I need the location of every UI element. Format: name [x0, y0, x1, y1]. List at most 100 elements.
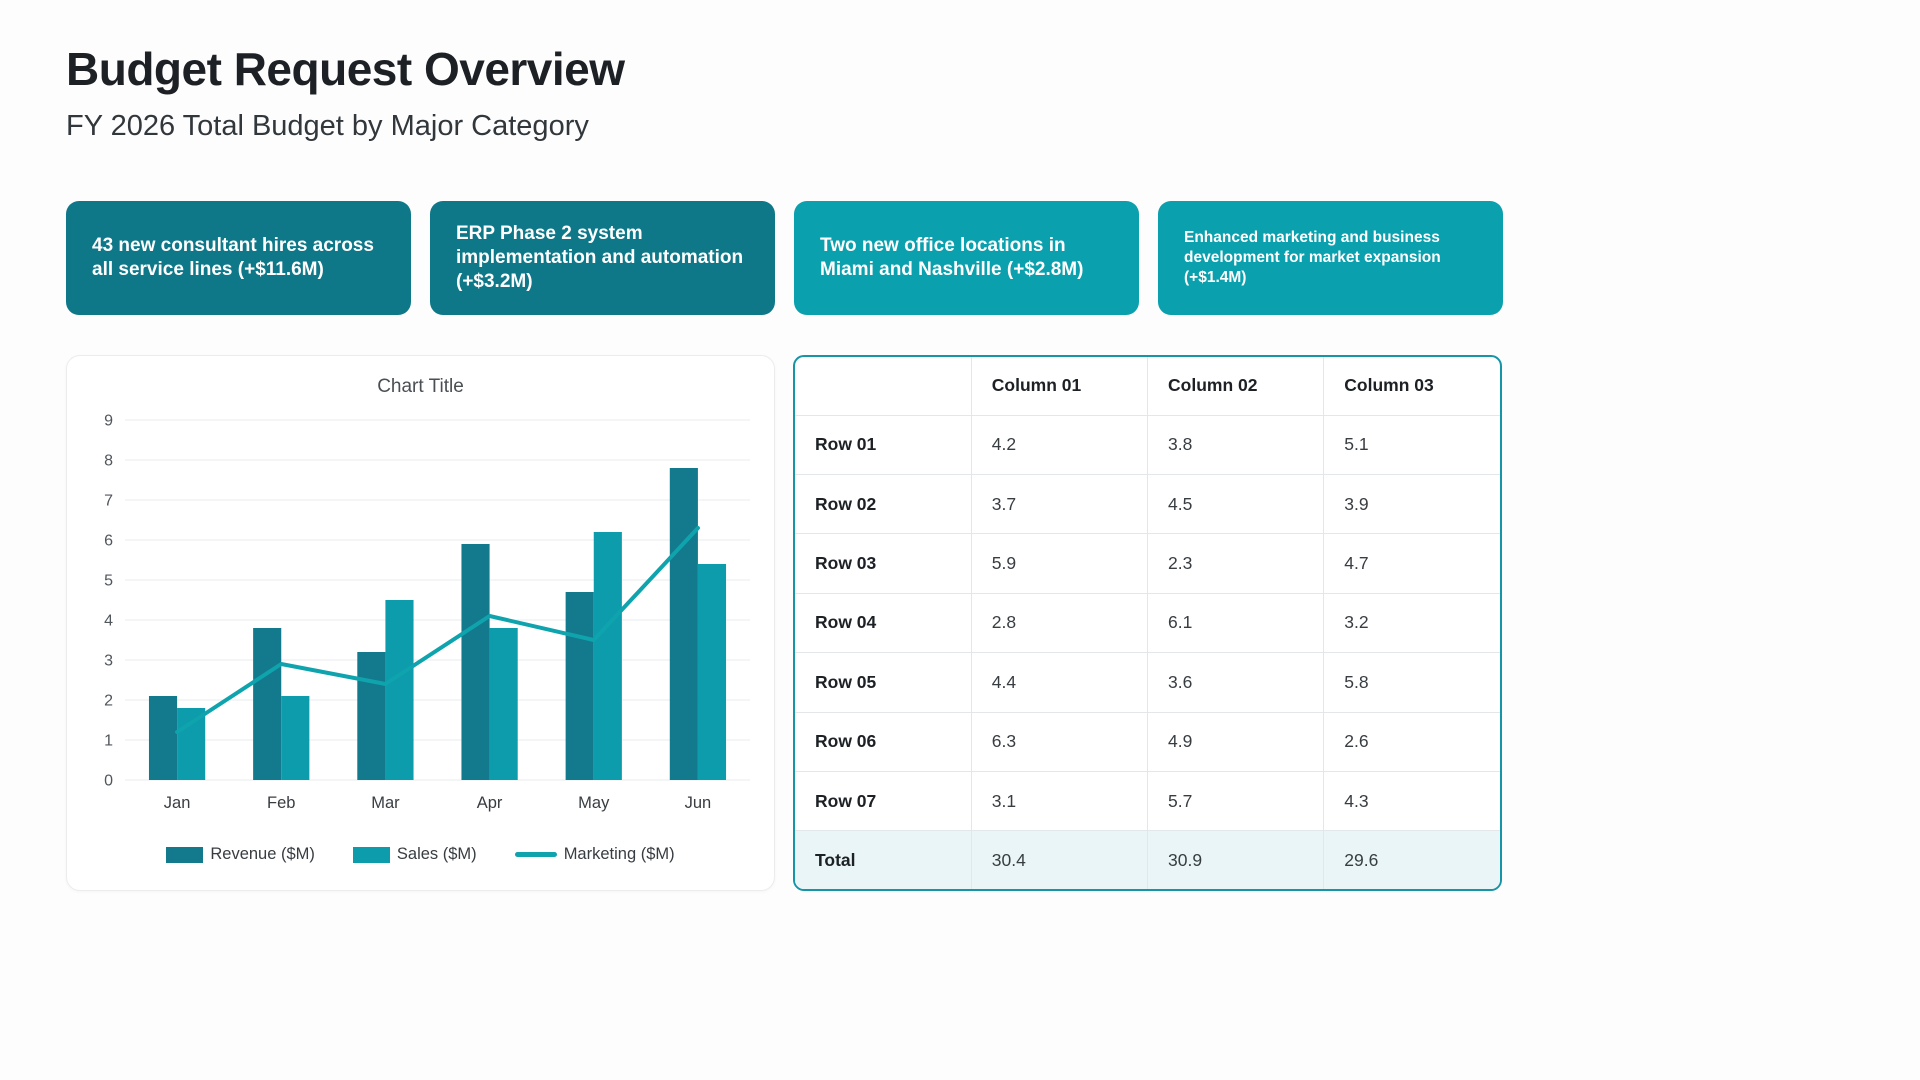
- table-cell: 3.1: [970, 771, 1148, 831]
- row-label: Row 03: [815, 553, 877, 574]
- line-marketing-m-: [175, 526, 700, 734]
- chart-title: Chart Title: [377, 376, 464, 397]
- data-table-card: Column 01 Column 02 Column 03 Row 01 4.2 3.8…: [793, 355, 1502, 891]
- table-cell: 6.1: [1146, 593, 1324, 653]
- row-label: Row 02: [815, 493, 877, 514]
- bar-sales-m-: [177, 708, 206, 780]
- bar-sales-m-: [697, 564, 727, 780]
- bar-sales-m-: [385, 600, 414, 780]
- table-cell: 5.7: [1146, 771, 1324, 831]
- highlight-card-text: Enhanced marketing and business developm…: [1184, 228, 1441, 287]
- table-cell: 2.3: [1146, 533, 1324, 594]
- bar-revenue-m-: [148, 696, 178, 780]
- table-cell: 4.5: [1146, 474, 1324, 534]
- column-header: Column 02: [1146, 357, 1324, 416]
- y-axis-tick-label: 0: [104, 773, 113, 790]
- table-row: Row 01 4.2 3.8 5.1: [795, 415, 1500, 475]
- highlight-card-office-locations: Two new office locations in Miami and Na…: [794, 201, 1139, 315]
- table-cell: 30.4: [970, 830, 1148, 889]
- x-axis-tick-label: Apr: [477, 794, 503, 812]
- x-axis-tick-label: Feb: [267, 794, 295, 812]
- table-row: Row 04 2.8 6.1 3.2: [795, 593, 1500, 653]
- row-label: Row 07: [815, 790, 877, 811]
- highlight-card-text: 43 new consultant hires across all servi…: [92, 234, 374, 280]
- column-header: Column 01: [970, 357, 1148, 416]
- data-table: Column 01 Column 02 Column 03 Row 01 4.2 3.8…: [795, 357, 1500, 889]
- bar-sales-m-: [489, 628, 518, 780]
- legend-line-swatch: [514, 852, 557, 857]
- legend-item: Marketing ($M): [514, 845, 675, 864]
- bar-revenue-m-: [253, 628, 282, 780]
- table-cell: 3.6: [1146, 652, 1324, 713]
- bar-sales-m-: [593, 532, 622, 780]
- table-head: Column 01 Column 02 Column 03: [795, 357, 1500, 416]
- legend-label: Sales ($M): [396, 845, 477, 863]
- table-cell: 5.1: [1323, 415, 1500, 475]
- page-title: Budget Request Overview: [66, 43, 625, 95]
- table-cell: 3.7: [970, 474, 1148, 534]
- y-axis-tick-label: 5: [104, 573, 113, 590]
- row-label: Row 05: [815, 671, 877, 692]
- table-row: Row 06 6.3 4.9 2.6: [795, 712, 1500, 772]
- table-cell: 29.6: [1323, 830, 1500, 889]
- highlight-cards-row: 43 new consultant hires across all servi…: [66, 201, 1854, 315]
- page-header: Budget Request Overview FY 2026 Total Bu…: [66, 42, 1854, 143]
- highlight-card-text: Two new office locations in Miami and Na…: [820, 234, 1084, 280]
- table-cell: 3.2: [1323, 593, 1500, 653]
- table-row: Row 03 5.9 2.3 4.7: [795, 533, 1500, 594]
- table-cell: 4.2: [970, 415, 1148, 475]
- highlight-card-marketing-expansion: Enhanced marketing and business developm…: [1158, 201, 1503, 315]
- page: Budget Request Overview FY 2026 Total Bu…: [66, 42, 1854, 891]
- column-header: [795, 357, 972, 416]
- table-cell: 4.4: [970, 652, 1148, 713]
- table-cell: 2.8: [970, 593, 1148, 653]
- bar-revenue-m-: [669, 468, 698, 780]
- row-label: Row 04: [815, 612, 877, 633]
- table-cell: 4.9: [1146, 712, 1324, 772]
- table-total-row: Total 30.4 30.9 29.6: [795, 830, 1500, 889]
- y-axis-tick-label: 6: [104, 533, 113, 550]
- legend-item: Sales ($M): [352, 845, 477, 864]
- table-cell: 5.9: [970, 533, 1148, 594]
- table-row: Row 05 4.4 3.6 5.8: [795, 652, 1500, 713]
- chart-card: Chart Title 0 1 2 3 4 5 6 7 8 9 Jan Feb Mar Apr May Jun…: [66, 355, 775, 891]
- table-cell: 3.9: [1323, 474, 1500, 534]
- highlight-card-consultant-hires: 43 new consultant hires across all servi…: [66, 201, 411, 315]
- chart-canvas: 0 1 2 3 4 5 6 7 8 9 Jan Feb Mar Apr May Jun: [104, 413, 750, 812]
- y-axis-tick-label: 1: [104, 733, 113, 750]
- x-axis-tick-label: Mar: [371, 794, 400, 812]
- row-label: Total: [815, 849, 856, 870]
- table-cell: 30.9: [1146, 830, 1324, 889]
- y-axis-tick-label: 7: [104, 493, 113, 510]
- x-axis-tick-label: Jan: [164, 794, 191, 812]
- row-label: Row 06: [815, 731, 877, 752]
- y-axis-tick-label: 2: [104, 693, 113, 710]
- highlight-card-text: ERP Phase 2 system implementation and au…: [456, 222, 744, 293]
- y-axis-tick-label: 8: [104, 453, 113, 470]
- content-row: Chart Title 0 1 2 3 4 5 6 7 8 9 Jan Feb Mar Apr May Jun…: [66, 355, 1854, 891]
- bar-revenue-m-: [357, 652, 386, 780]
- table-cell: 3.8: [1146, 415, 1324, 475]
- x-axis-tick-label: May: [578, 794, 610, 812]
- y-axis-tick-label: 3: [104, 653, 113, 670]
- bar-sales-m-: [281, 696, 310, 780]
- table-body: Row 01 4.2 3.8 5.1 Row 02 3.7 4.5 3.9 Row 03 5.9 2…: [795, 415, 1500, 889]
- table-row: Row 07 3.1 5.7 4.3: [795, 771, 1500, 831]
- table-cell: 4.7: [1323, 533, 1500, 594]
- table-cell: 4.3: [1323, 771, 1500, 831]
- legend-bar-swatch: [166, 846, 204, 863]
- highlight-card-erp-phase2: ERP Phase 2 system implementation and au…: [430, 201, 775, 315]
- table-cell: 2.6: [1323, 712, 1500, 772]
- chart-legend: Revenue ($M) Sales ($M) Marketing ($M): [81, 839, 760, 878]
- table-cell: 6.3: [970, 712, 1148, 772]
- table-row: Row 02 3.7 4.5 3.9: [795, 474, 1500, 534]
- table-header-row: Column 01 Column 02 Column 03: [795, 357, 1500, 416]
- legend-label: Revenue ($M): [210, 845, 315, 863]
- legend-bar-swatch: [352, 846, 390, 863]
- bar-line-chart: 0 1 2 3 4 5 6 7 8 9 Jan Feb Mar Apr May Jun: [81, 408, 760, 839]
- bar-revenue-m-: [461, 544, 490, 780]
- y-axis-tick-label: 4: [104, 613, 113, 630]
- legend-label: Marketing ($M): [563, 845, 675, 863]
- y-axis-tick-label: 9: [104, 413, 113, 430]
- page-subtitle: FY 2026 Total Budget by Major Category: [66, 110, 589, 142]
